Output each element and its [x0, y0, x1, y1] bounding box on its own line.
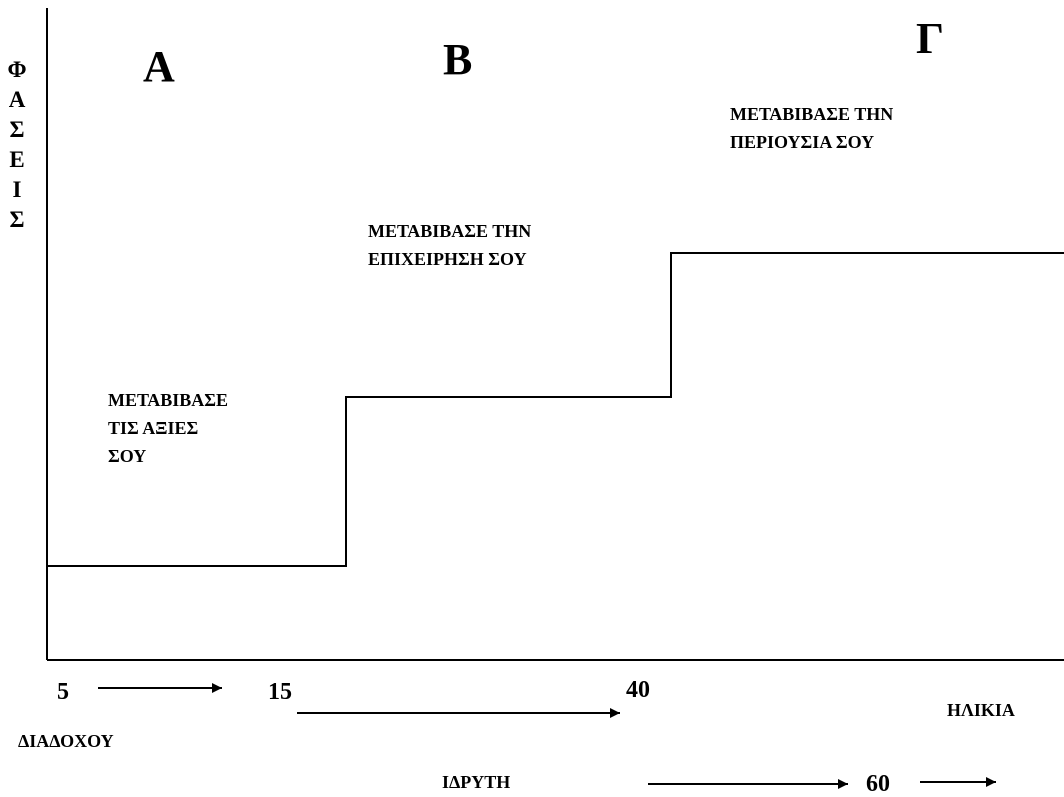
y-axis-label: Φ Α Σ Ε Ι Σ — [6, 55, 28, 235]
tick-5: 5 — [57, 679, 69, 705]
phase-b-note-line: ΕΠΙΧΕΙΡΗΣΗ ΣΟΥ — [368, 249, 527, 269]
tick-15: 15 — [268, 679, 292, 705]
y-axis-letter: Ι — [12, 177, 22, 202]
phase-c-note: ΜΕΤΑΒΙΒΑΣΕ ΤΗΝ ΠΕΡΙΟΥΣΙΑ ΣΟΥ — [730, 100, 893, 156]
y-axis-letter: Φ — [7, 57, 27, 82]
step-line — [47, 252, 1064, 567]
y-axis-letter: Σ — [9, 207, 25, 232]
successor-label: ΔΙΑΔΟΧΟΥ — [18, 731, 114, 751]
y-axis-letter: Ε — [9, 147, 25, 172]
phase-b-note-line: ΜΕΤΑΒΙΒΑΣΕ ΤΗΝ — [368, 221, 532, 241]
tick-60: 60 — [866, 771, 890, 797]
phase-c-label: Γ — [916, 14, 944, 63]
phase-c-note-line: ΠΕΡΙΟΥΣΙΑ ΣΟΥ — [730, 132, 875, 152]
y-axis-letter: Α — [8, 87, 26, 112]
tick-40: 40 — [626, 677, 650, 703]
phase-b-label: Β — [443, 35, 473, 84]
phase-a-note-line: ΜΕΤΑΒΙΒΑΣΕ — [108, 390, 229, 410]
founder-label: ΙΔΡΥΤΗ — [442, 772, 511, 792]
phase-a-note-line: ΣΟΥ — [108, 446, 147, 466]
phase-a-note: ΜΕΤΑΒΙΒΑΣΕ ΤΙΣ ΑΞΙΕΣ ΣΟΥ — [108, 386, 228, 470]
phase-a-note-line: ΤΙΣ ΑΞΙΕΣ — [108, 418, 199, 438]
phase-b-note: ΜΕΤΑΒΙΒΑΣΕ ΤΗΝ ΕΠΙΧΕΙΡΗΣΗ ΣΟΥ — [368, 217, 531, 273]
phase-c-note-line: ΜΕΤΑΒΙΒΑΣΕ ΤΗΝ — [730, 104, 894, 124]
y-axis-letter: Σ — [9, 117, 25, 142]
x-axis-label: ΗΛΙΚΙΑ — [947, 700, 1015, 720]
phase-a-label: Α — [143, 42, 175, 91]
